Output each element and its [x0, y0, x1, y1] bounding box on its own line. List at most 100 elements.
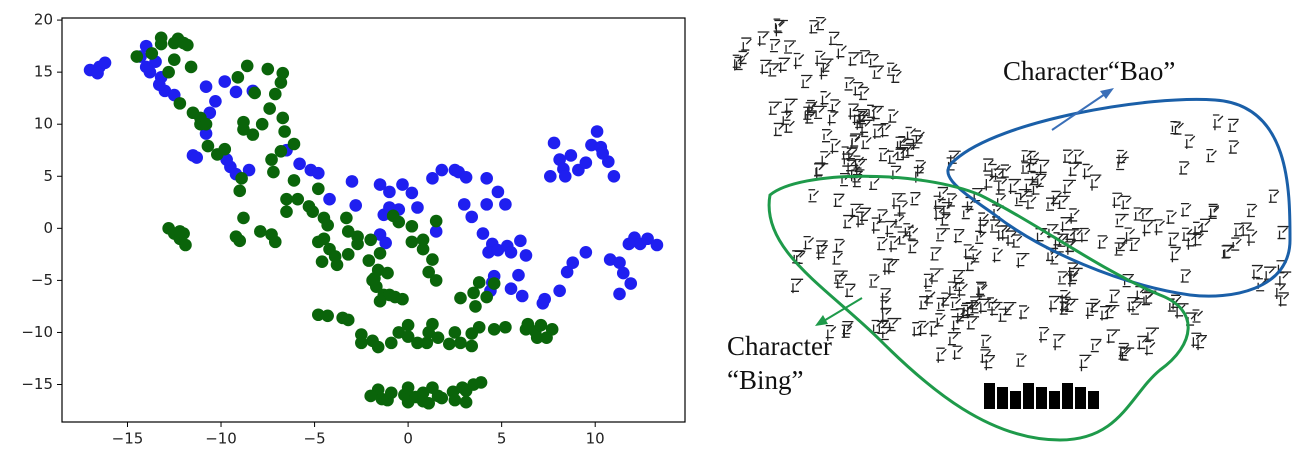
point — [565, 149, 578, 162]
glyph — [774, 123, 784, 135]
glyph — [953, 346, 963, 360]
point — [460, 396, 473, 409]
point — [155, 31, 168, 44]
point — [499, 321, 512, 334]
glyph — [1142, 221, 1155, 237]
glyph — [769, 102, 782, 114]
glyph — [1234, 224, 1244, 236]
glyph — [1091, 340, 1102, 352]
point — [351, 238, 364, 251]
glyph — [1015, 193, 1025, 205]
glyph — [1028, 159, 1039, 171]
bing-arrowhead — [815, 315, 828, 326]
glyph — [887, 260, 899, 275]
point — [406, 236, 419, 249]
glyph — [1009, 180, 1021, 195]
y-tick-label: 20 — [34, 11, 53, 29]
glyph — [984, 356, 995, 371]
glyph — [916, 161, 926, 177]
point — [402, 319, 415, 332]
point — [559, 170, 572, 183]
glyph — [1083, 164, 1093, 179]
bao-label: Character“Bao” — [1003, 56, 1175, 86]
glyph — [872, 218, 882, 234]
point — [340, 212, 353, 225]
point — [267, 166, 280, 179]
glyph — [887, 63, 897, 75]
glyph — [836, 275, 847, 288]
point — [535, 319, 548, 332]
glyph — [1115, 243, 1128, 255]
point — [140, 61, 153, 74]
glyph — [804, 237, 814, 250]
point — [480, 291, 493, 304]
glyph — [898, 232, 911, 244]
glyph — [914, 131, 924, 143]
glyph — [758, 32, 770, 46]
glyph — [872, 107, 884, 122]
glyph — [820, 92, 830, 106]
point — [406, 220, 419, 233]
point — [321, 309, 334, 322]
glyph — [1112, 193, 1122, 208]
figure: Character“Bao” Character “Bing” −15−10−5… — [0, 0, 1293, 449]
point — [566, 256, 579, 269]
glyph — [1146, 328, 1159, 340]
x-tick-label: −15 — [112, 430, 144, 448]
glyph — [888, 110, 898, 122]
x-tick-label: 5 — [497, 430, 507, 448]
point — [411, 201, 424, 214]
point — [516, 290, 529, 303]
glyph — [1039, 160, 1050, 174]
glyph — [1170, 247, 1180, 262]
glyph — [1181, 204, 1191, 217]
point — [492, 186, 505, 199]
y-tick-label: −5 — [31, 271, 53, 289]
glyph — [1185, 135, 1195, 149]
glyph — [925, 291, 935, 306]
glyph — [953, 271, 965, 284]
y-tick-label: 5 — [43, 167, 53, 185]
point — [265, 153, 278, 166]
glyph — [779, 58, 790, 72]
glyph — [873, 125, 886, 139]
glyph — [1223, 245, 1234, 257]
point — [372, 341, 385, 354]
glyph — [808, 190, 818, 202]
glyph — [1069, 163, 1082, 176]
glyph — [936, 229, 950, 241]
point — [426, 172, 439, 185]
glyph — [836, 45, 846, 59]
glyph-block — [984, 383, 995, 409]
glyph — [931, 248, 942, 260]
point — [218, 75, 231, 88]
y-tick-label: −15 — [21, 375, 53, 393]
glyph — [791, 279, 803, 293]
point — [288, 174, 301, 187]
glyph — [1181, 270, 1191, 282]
point — [505, 246, 518, 259]
point — [580, 246, 593, 259]
glyph — [869, 55, 879, 67]
glyph — [770, 40, 780, 52]
glyph — [872, 66, 883, 78]
glyph — [1100, 307, 1112, 321]
glyph — [903, 224, 913, 236]
point — [312, 182, 325, 195]
x-tick-label: 10 — [586, 430, 605, 448]
glyph — [936, 348, 946, 363]
glyph — [981, 335, 991, 347]
point — [241, 60, 254, 73]
glyph — [954, 230, 965, 244]
point — [520, 249, 533, 262]
glyph — [860, 120, 873, 136]
glyph — [1058, 196, 1070, 208]
glyph-block — [1036, 387, 1047, 409]
point — [488, 277, 501, 290]
point — [553, 285, 566, 298]
point — [248, 87, 261, 100]
glyph — [869, 275, 879, 287]
glyph — [898, 137, 908, 149]
point — [465, 340, 478, 353]
glyph — [828, 111, 838, 126]
